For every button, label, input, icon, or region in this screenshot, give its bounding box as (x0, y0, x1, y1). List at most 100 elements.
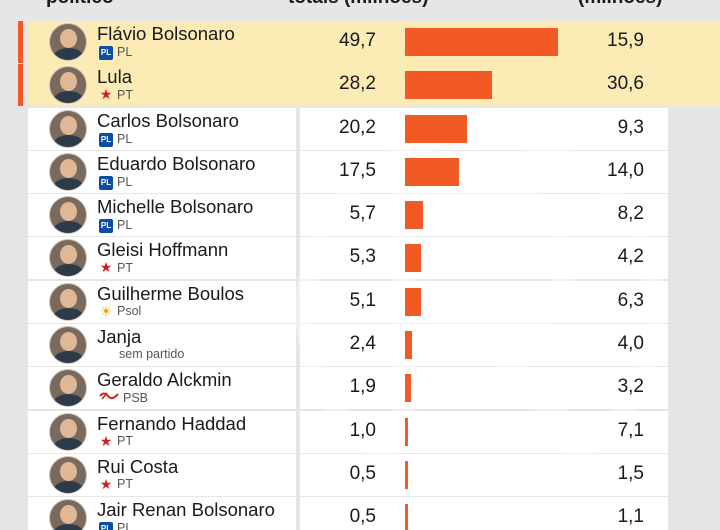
table-row: Flávio Bolsonaro PL PL 49,7 15,9 (0, 21, 720, 64)
party-label: sem partido (99, 347, 184, 361)
pt-star-icon: ★ (99, 86, 113, 103)
total-bar (405, 244, 422, 273)
party-name: PT (117, 260, 133, 275)
table-row: Lula ★ PT 28,2 30,6 (0, 64, 720, 107)
total-bar (405, 504, 408, 530)
row-background-mid (300, 150, 668, 193)
party-name: PT (117, 477, 133, 492)
total-value: 2,4 (349, 333, 376, 355)
row-background-mid (300, 497, 668, 530)
party-name: sem partido (119, 347, 185, 362)
avatar (49, 369, 87, 408)
total-bar (405, 460, 408, 489)
table-row: Rui Costa ★ PT 0,5 1,5 (0, 453, 720, 497)
table-row: Geraldo Alckmin PSB 1,9 3,2 (0, 367, 720, 410)
party-name: PL (117, 218, 133, 233)
party-name: PT (117, 434, 133, 449)
politician-name: Jair Renan Bolsonaro (97, 499, 275, 521)
row-background-mid (300, 410, 668, 453)
ranking-table: Flávio Bolsonaro PL PL 49,7 15,9 Lula ★ PT 28,2 3… (0, 21, 720, 530)
column-header-totals: totais (milhões) (288, 0, 428, 9)
right-value: 1,5 (617, 462, 644, 484)
party-label: ★ PT (99, 87, 133, 102)
avatar (49, 499, 87, 530)
party-label: ★ PT (99, 260, 133, 275)
total-bar (405, 374, 411, 403)
total-value: 1,9 (349, 376, 376, 398)
party-name: PL (117, 174, 133, 189)
total-bar (405, 28, 558, 56)
total-bar (405, 201, 423, 230)
pl-logo-icon: PL (99, 44, 113, 60)
total-value: 17,5 (339, 159, 376, 181)
party-label: PL PL (99, 217, 133, 234)
right-value: 4,2 (617, 246, 644, 268)
politician-name: Flávio Bolsonaro (97, 23, 235, 44)
party-label: ★ PT (99, 434, 133, 449)
party-name: Psol (117, 304, 142, 319)
row-background-mid (300, 324, 668, 367)
politician-name: Janja (97, 326, 142, 348)
total-bar (405, 287, 421, 316)
table-row: Fernando Haddad ★ PT 1,0 7,1 (0, 410, 720, 454)
table-row: Michelle Bolsonaro PL PL 5,7 8,2 (0, 194, 720, 237)
row-background-mid (300, 237, 668, 280)
column-header-right: (milhões) (578, 0, 662, 9)
right-value: 30,6 (607, 73, 644, 95)
right-value: 8,2 (617, 203, 644, 225)
avatar (49, 326, 87, 365)
pl-logo-icon: PL (99, 174, 113, 190)
party-label: PSB (99, 390, 148, 405)
pl-logo-icon: PL (99, 520, 113, 530)
total-value: 5,1 (349, 289, 376, 311)
table-row: Guilherme Boulos ☀ Psol 5,1 6,3 (0, 280, 720, 324)
party-label: PL PL (99, 520, 132, 530)
row-background-mid (300, 280, 668, 323)
column-header-politician: político (46, 0, 114, 9)
right-value: 3,2 (617, 376, 644, 398)
party-name: PSB (123, 390, 149, 405)
row-background-mid (300, 367, 668, 410)
table-row: Eduardo Bolsonaro PL PL 17,5 14,0 (0, 150, 720, 194)
politician-name: Rui Costa (97, 455, 179, 477)
pt-star-icon: ★ (99, 259, 113, 276)
row-background-mid (300, 194, 668, 237)
total-value: 5,7 (349, 203, 376, 225)
total-value: 20,2 (339, 116, 376, 138)
table-row: Janja sem partido 2,4 4,0 (0, 324, 720, 367)
pt-star-icon: ★ (99, 475, 113, 492)
party-name: PL (117, 521, 133, 530)
politician-name: Lula (97, 66, 132, 88)
right-value: 6,3 (617, 289, 644, 311)
party-label: PL PL (99, 44, 132, 60)
total-value: 0,5 (349, 462, 376, 484)
psb-logo-icon (99, 390, 119, 405)
row-highlight (28, 21, 720, 63)
right-value: 9,3 (617, 116, 644, 138)
total-value: 0,5 (349, 506, 376, 528)
psol-sun-icon: ☀ (99, 302, 113, 319)
total-bar (405, 71, 492, 100)
politician-name: Guilherme Boulos (97, 282, 245, 304)
table-row: Jair Renan Bolsonaro PL PL 0,5 1,1 (0, 497, 720, 530)
avatar (49, 282, 87, 321)
avatar (49, 196, 87, 235)
politician-name: Eduardo Bolsonaro (97, 152, 256, 174)
avatar (49, 412, 87, 451)
right-value: 15,9 (607, 30, 644, 51)
highlight-marker (18, 21, 23, 63)
total-value: 28,2 (339, 73, 376, 95)
politician-name: Michelle Bolsonaro (97, 196, 254, 218)
party-label: ★ PT (99, 477, 133, 492)
total-value: 49,7 (339, 30, 376, 51)
avatar (49, 152, 87, 191)
row-highlight (28, 64, 720, 107)
highlight-marker (18, 64, 23, 107)
row-background-mid (300, 453, 668, 496)
total-value: 5,3 (349, 246, 376, 268)
avatar (49, 23, 87, 61)
table-row: Carlos Bolsonaro PL PL 20,2 9,3 (0, 107, 720, 151)
pl-logo-icon: PL (99, 131, 113, 147)
party-name: PT (117, 87, 133, 102)
